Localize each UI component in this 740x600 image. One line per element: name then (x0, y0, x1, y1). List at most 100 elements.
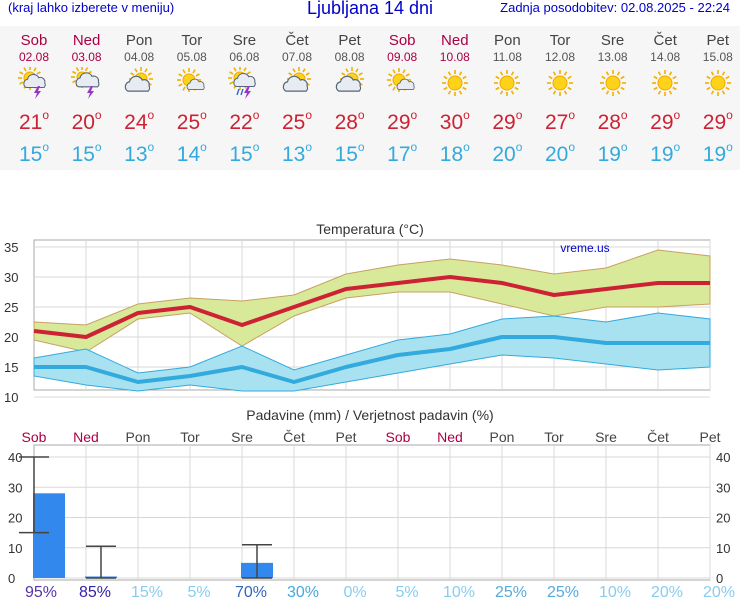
max-temp: 29o (387, 108, 418, 134)
precip-day-label: Sre (595, 429, 617, 445)
max-temp: 27o (544, 108, 576, 134)
precipitation-chart-title: Padavine (mm) / Verjetnost padavin (%) (246, 407, 493, 423)
y-tick-label: 10 (8, 541, 22, 556)
sun-icon (481, 66, 533, 100)
temp-band-max (33, 249, 711, 353)
precip-probability: 20% (651, 584, 683, 600)
precipitation-chart: Sob Ned Pon Tor Sre Čet Pet Sob Ned Pon Tor Sre Čet P… (8, 429, 735, 600)
max-temp: 30o (439, 108, 470, 134)
precip-probability: 85% (79, 584, 111, 600)
day-name: Ned (72, 32, 101, 49)
y-tick-label-right: 30 (716, 480, 730, 495)
day-date: 11.08 (492, 50, 522, 64)
day-date: 05.08 (176, 50, 207, 64)
day-column: Sob 02.08 21o 15o (8, 26, 60, 168)
day-date: 14.08 (650, 50, 681, 64)
temp-line-min (34, 335, 710, 384)
day-column: Tor 12.08 27o 20o (534, 26, 586, 168)
precip-day-label: Tor (544, 429, 564, 445)
sun-icon (587, 66, 639, 100)
day-name: Tor (549, 32, 571, 49)
max-temp: 25o (281, 108, 313, 134)
precip-day-label: Ned (437, 429, 463, 445)
y-tick-label: 20 (4, 330, 18, 345)
max-temp: 21o (18, 108, 50, 134)
max-temp: 29o (650, 108, 681, 134)
day-date: 08.08 (334, 50, 365, 64)
day-name: Tor (181, 32, 203, 49)
day-name: Sre (600, 32, 625, 49)
sun-cloud-thunder-icon (8, 66, 60, 100)
day-name: Sob (20, 32, 48, 49)
min-temp: 19o (650, 140, 681, 166)
last-updated: Zadnja posodobitev: 02.08.2025 - 22:24 (500, 0, 730, 15)
precip-probability: 95% (25, 584, 57, 600)
precip-probability: 20% (703, 584, 735, 600)
page-title: Ljubljana 14 dni (306, 0, 434, 18)
day-date: 10.08 (439, 50, 470, 64)
precip-probability: 10% (443, 584, 475, 600)
temp-line-max (33, 275, 710, 339)
sun-behind-cloud-icon (271, 66, 323, 100)
temperature-chart: 10 15 20 25 30 35 (4, 239, 711, 405)
precip-bar (33, 493, 65, 578)
min-temp: 14o (176, 140, 207, 166)
min-temp: 17o (387, 140, 418, 166)
day-column: Čet 07.08 25o 13o (271, 26, 323, 168)
y-tick-label: 15 (4, 360, 18, 375)
y-tick-label: 40 (8, 450, 22, 465)
plot-area (33, 444, 711, 581)
location-hint: (kraj lahko izberete v meniju) (8, 0, 175, 15)
precip-day-label: Pet (699, 429, 720, 445)
day-date: 12.08 (544, 50, 576, 64)
min-temp: 18o (439, 140, 470, 166)
sun-icon (534, 66, 586, 100)
min-temp: 15o (71, 140, 102, 166)
temp-band-min (33, 312, 711, 392)
precip-probability: 25% (495, 584, 527, 600)
min-temp: 20o (492, 140, 523, 166)
min-temp: 13o (281, 140, 313, 166)
day-date: 02.08 (18, 50, 50, 64)
min-temp: 15o (18, 140, 50, 166)
daily-forecast: Sob 02.08 21o 15o Ned 03.08 20o 15o Pon 04.08 24o 1… (0, 26, 740, 170)
day-date: 06.08 (229, 50, 260, 64)
sun-icon (639, 66, 691, 100)
min-temp: 13o (124, 140, 155, 166)
day-name: Pet (706, 32, 730, 49)
day-date: 15.08 (702, 50, 733, 64)
day-column: Pet 08.08 28o 15o (324, 26, 376, 168)
y-tick-label: 0 (8, 571, 15, 586)
day-column: Pet 15.08 29o 19o (692, 26, 740, 168)
precip-probability: 0% (343, 584, 366, 600)
precip-probability: 30% (287, 584, 319, 600)
day-column: Čet 14.08 29o 19o (639, 26, 691, 168)
precip-day-label: Čet (283, 429, 305, 445)
precip-day-label: Sre (231, 429, 253, 445)
sun-small-cloud-icon (376, 66, 428, 100)
y-tick-label-right: 0 (716, 571, 723, 586)
day-name: Ned (441, 32, 469, 49)
y-tick-label-right: 20 (716, 511, 730, 526)
day-date: 13.08 (597, 50, 628, 64)
y-tick-label: 20 (8, 511, 22, 526)
day-date: 07.08 (281, 50, 313, 64)
day-date: 03.08 (71, 50, 102, 64)
max-temp: 22o (229, 108, 260, 134)
max-temp: 29o (492, 108, 523, 134)
max-temp: 28o (334, 108, 365, 134)
precip-day-label: Sob (22, 429, 47, 445)
sun-cloud-rain-thunder-icon (218, 66, 270, 100)
sun-icon (692, 66, 740, 100)
day-column: Sre 06.08 22o 15o (218, 26, 270, 168)
day-name: Sre (232, 32, 257, 49)
max-temp: 29o (702, 108, 733, 134)
min-temp: 15o (334, 140, 365, 166)
day-date: 04.08 (124, 50, 155, 64)
day-name: Pon (494, 32, 521, 49)
y-tick-label: 10 (4, 390, 18, 405)
max-temp: 28o (597, 108, 628, 134)
y-tick-label: 25 (4, 300, 18, 315)
sun-icon (429, 66, 481, 100)
day-name: Čet (653, 32, 677, 49)
